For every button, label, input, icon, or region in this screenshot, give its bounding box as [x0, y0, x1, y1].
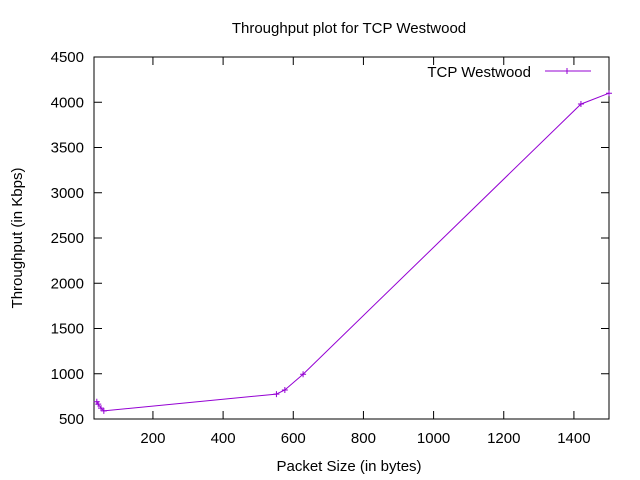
- series-line: [96, 92, 610, 412]
- legend-marker-tcp-westwood: [564, 68, 570, 74]
- data-point: [273, 391, 280, 398]
- x-tick-label: 1000: [417, 430, 450, 447]
- plot-area-frame: [93, 56, 610, 420]
- y-tick-label: 4500: [51, 49, 84, 66]
- y-tick-label: 4000: [51, 94, 84, 111]
- data-point: [300, 371, 307, 378]
- data-point: [95, 401, 102, 408]
- x-axis: 200 400 600 800 1000 1200 1400: [140, 57, 591, 447]
- legend-label-tcp-westwood: TCP Westwood: [427, 64, 531, 81]
- x-tick-label: 1200: [487, 430, 520, 447]
- x-tick-label: 800: [351, 430, 376, 447]
- x-tick-label: 200: [140, 430, 165, 447]
- x-axis-label: Packet Size (in bytes): [276, 458, 421, 475]
- series-layer: [93, 90, 612, 414]
- y-axis: 500 1000 1500 2000 2500 3000 3500 4000 4500: [51, 49, 609, 428]
- data-point: [281, 387, 288, 394]
- y-tick-label: 3000: [51, 185, 84, 202]
- x-tick-label: 1400: [557, 430, 590, 447]
- y-axis-label: Throughput (in Kbps): [9, 168, 26, 309]
- legend: TCP Westwood: [427, 64, 591, 81]
- y-tick-label: 1000: [51, 366, 84, 383]
- y-tick-label: 3500: [51, 140, 84, 157]
- data-point: [100, 407, 107, 414]
- chart-title: Throughput plot for TCP Westwood: [232, 20, 466, 37]
- data-point: [606, 90, 612, 97]
- y-tick-label: 2000: [51, 275, 84, 292]
- data-point: [577, 101, 584, 108]
- y-tick-label: 1500: [51, 321, 84, 338]
- data-point: [98, 405, 105, 412]
- y-tick-label: 2500: [51, 230, 84, 247]
- x-tick-label: 600: [281, 430, 306, 447]
- y-tick-label: 500: [59, 411, 84, 428]
- x-tick-label: 400: [211, 430, 236, 447]
